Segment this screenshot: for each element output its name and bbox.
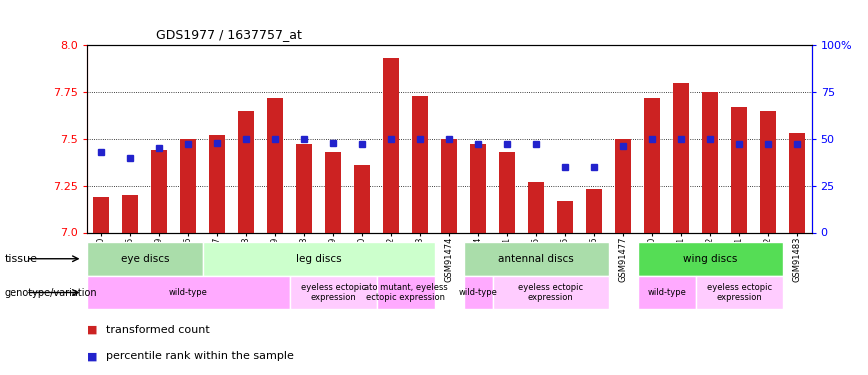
Bar [760,111,776,232]
Text: leg discs: leg discs [296,254,341,264]
Bar [789,133,805,232]
Bar [151,150,168,232]
Text: wing discs: wing discs [683,254,737,264]
Bar [499,152,515,232]
Text: wild-type: wild-type [459,288,497,297]
Bar [702,92,718,232]
Bar [209,135,225,232]
Text: eyeless ectopic
expression: eyeless ectopic expression [518,283,583,302]
Bar [94,197,109,232]
Bar [239,111,254,232]
Text: wild-type: wild-type [169,288,207,297]
Text: ■: ■ [87,351,97,361]
Bar [354,165,370,232]
Text: eyeless ectopic
expression: eyeless ectopic expression [300,283,365,302]
Bar [557,201,573,232]
Bar [674,82,689,232]
Bar [122,195,138,232]
Text: eye discs: eye discs [121,254,169,264]
Text: percentile rank within the sample: percentile rank within the sample [106,351,293,361]
Bar [181,139,196,232]
Bar [384,58,399,232]
Bar [326,152,341,232]
Text: antennal discs: antennal discs [498,254,574,264]
Bar [615,139,631,232]
Bar [586,189,602,232]
Text: ■: ■ [87,325,97,335]
Bar [441,139,457,232]
Text: ato mutant, eyeless
ectopic expression: ato mutant, eyeless ectopic expression [364,283,448,302]
Text: tissue: tissue [4,254,37,264]
Bar [731,107,747,232]
Text: transformed count: transformed count [106,325,210,335]
Text: genotype/variation: genotype/variation [4,288,97,297]
Text: GDS1977 / 1637757_at: GDS1977 / 1637757_at [156,28,302,41]
Bar [644,98,660,232]
Bar [529,182,544,232]
Bar [412,96,428,232]
Bar [267,98,283,232]
Bar [296,144,312,232]
Text: eyeless ectopic
expression: eyeless ectopic expression [707,283,772,302]
Bar [470,144,486,232]
Text: wild-type: wild-type [648,288,686,297]
